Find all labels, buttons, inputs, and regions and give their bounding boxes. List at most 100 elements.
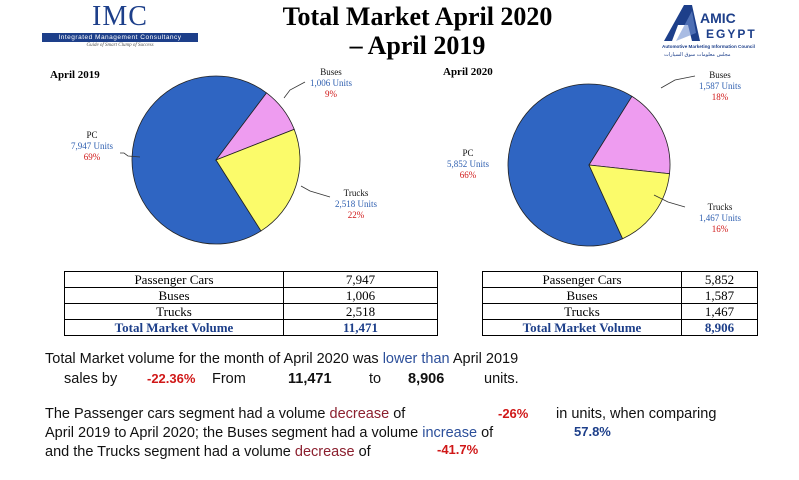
row-label: Buses (482, 287, 682, 304)
summary-text: sales by (64, 371, 118, 387)
amic-logo-line1: AMIC (700, 10, 736, 26)
summary-decrease: decrease (329, 406, 390, 422)
table-row: Trucks 2,518 (64, 303, 438, 320)
row-value: 8,906 (681, 319, 758, 336)
summary-value-2019: 11,471 (288, 371, 332, 387)
summary-text: The Passenger cars segment had a volume (45, 406, 326, 422)
label-buses-name-2019: Buses (320, 67, 342, 77)
summary-decrease-trucks: decrease (294, 444, 355, 460)
chart-title-2019: April 2019 (50, 69, 100, 81)
table-row: Buses 1,006 (64, 287, 438, 304)
label-pc-name-2019: PC (86, 130, 97, 140)
label-pc-name-2020: PC (462, 148, 473, 158)
amic-logo-tagline: Automotive Marketing Information Council (662, 44, 755, 49)
table-row: Trucks 1,467 (482, 303, 758, 320)
summary-text: and the Trucks segment had a volume (45, 444, 291, 460)
summary-text: Total Market volume for the month of Apr… (45, 351, 379, 367)
chart-title-2020: April 2020 (443, 66, 493, 78)
table-row: Passenger Cars 5,852 (482, 271, 758, 288)
summary-lower-than: lower than (382, 351, 450, 367)
summary-pc-pct: -26% (498, 406, 529, 421)
leader-buses-2020 (660, 75, 696, 89)
row-value: 1,467 (681, 303, 758, 320)
row-value: 2,518 (283, 303, 438, 320)
summary-to: to (369, 371, 382, 387)
table-row-total: Total Market Volume 11,471 (64, 319, 438, 336)
summary-text-comparing: in units, when comparing (556, 406, 717, 422)
amic-logo-line2: EGYPT (706, 27, 757, 41)
imc-logo-subtitle: Integrated Management Consultancy (42, 33, 198, 42)
summary-total-change-pct: -22.36% (147, 371, 196, 386)
leader-buses-2019 (283, 81, 306, 99)
label-pc-pct-2020: 66% (460, 170, 477, 180)
pie-chart-2020: PC 5,852 Units 66% Buses 1,587 Units 18%… (447, 70, 742, 247)
summary-text: of (358, 444, 371, 460)
label-trucks-pct-2019: 22% (348, 210, 365, 220)
row-label: Buses (64, 287, 284, 304)
summary-units: units. (484, 371, 519, 387)
amic-logo: AMIC EGYPT Automotive Marketing Informat… (662, 5, 757, 58)
table-row: Passenger Cars 7,947 (64, 271, 438, 288)
label-trucks-name-2019: Trucks (344, 188, 369, 198)
pie-slice-pc-2020 (507, 83, 633, 247)
label-trucks-name-2020: Trucks (708, 202, 733, 212)
label-pc-units-2020: 5,852 Units (447, 159, 490, 169)
label-trucks-pct-2020: 16% (712, 224, 729, 234)
page-title: Total Market April 2020 – April 2019 (225, 2, 610, 60)
table-row: Buses 1,587 (482, 287, 758, 304)
row-value: 1,587 (681, 287, 758, 304)
label-buses-name-2020: Buses (709, 70, 731, 80)
label-trucks-units-2019: 2,518 Units (335, 199, 378, 209)
label-buses-pct-2019: 9% (325, 89, 338, 99)
summary-text: of (393, 406, 406, 422)
summary-line-2: sales by (64, 371, 117, 387)
summary-increase: increase (422, 425, 478, 441)
label-buses-units-2020: 1,587 Units (699, 81, 742, 91)
row-label: Trucks (64, 303, 284, 320)
label-pc-units-2019: 7,947 Units (71, 141, 114, 151)
summary-from: From (212, 371, 246, 387)
summary-truck-pct: -41.7% (437, 442, 479, 457)
volume-table-2020: Passenger Cars 5,852 Buses 1,587 Trucks … (482, 271, 758, 336)
row-value: 5,852 (681, 271, 758, 288)
label-trucks-units-2020: 1,467 Units (699, 213, 742, 223)
label-buses-pct-2020: 18% (712, 92, 729, 102)
label-buses-units-2019: 1,006 Units (310, 78, 353, 88)
row-label: Passenger Cars (482, 271, 682, 288)
row-label: Total Market Volume (64, 319, 284, 336)
pie-chart-2019: PC 7,947 Units 69% Buses 1,006 Units 9% … (71, 67, 378, 245)
amic-logo-mark-shade (676, 11, 696, 41)
summary-text: April 2019 (452, 351, 519, 367)
pie-slice-trucks-2020 (588, 164, 670, 240)
row-label: Total Market Volume (482, 319, 682, 336)
summary-line-3: The Passenger cars segment had a volume … (45, 406, 405, 422)
label-pc-pct-2019: 69% (84, 152, 101, 162)
volume-table-2019: Passenger Cars 7,947 Buses 1,006 Trucks … (64, 271, 438, 336)
summary-bus-pct: 57.8% (574, 424, 611, 439)
title-line-1: Total Market April 2020 (282, 2, 553, 31)
summary-text: April 2019 to April 2020; the Buses segm… (45, 425, 419, 441)
summary-line-5: and the Trucks segment had a volume decr… (45, 444, 371, 460)
imc-logo-tagline: Guide of Smart Clump of Success (86, 43, 154, 48)
row-value: 1,006 (283, 287, 438, 304)
pie-slice-buses-2020 (588, 95, 671, 175)
pie-slice-trucks-2019 (215, 128, 301, 232)
imc-logo: IMC Integrated Management Consultancy Gu… (42, 2, 198, 54)
summary-text: of (481, 425, 494, 441)
pie-2020-slices (507, 83, 671, 247)
title-line-2: – April 2019 (349, 31, 486, 60)
amic-logo-arabic: مجلس معلومات سوق السيارات (664, 52, 731, 58)
summary-value-2020: 8,906 (408, 371, 445, 387)
row-label: Passenger Cars (64, 271, 284, 288)
summary-line-1: Total Market volume for the month of Apr… (45, 351, 518, 367)
leader-trucks-2019 (300, 185, 331, 198)
pie-2019-slices (131, 75, 301, 245)
table-row-total: Total Market Volume 8,906 (482, 319, 758, 336)
row-value: 11,471 (283, 319, 438, 336)
imc-logo-text: IMC (92, 1, 148, 32)
row-value: 7,947 (283, 271, 438, 288)
leader-pc-2019 (120, 152, 141, 158)
leader-trucks-2020 (653, 194, 686, 208)
row-label: Trucks (482, 303, 682, 320)
summary-line-4: April 2019 to April 2020; the Buses segm… (45, 425, 493, 441)
